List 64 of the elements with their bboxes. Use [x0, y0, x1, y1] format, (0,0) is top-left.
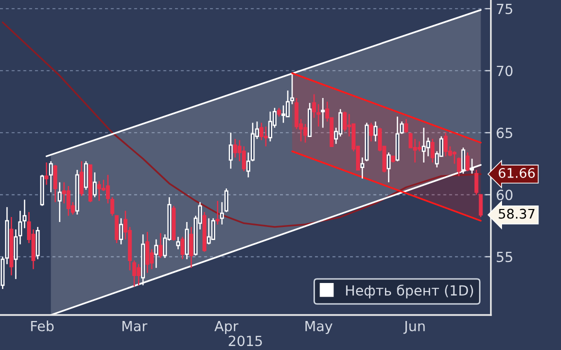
x-tick-label: Jun — [403, 320, 425, 334]
candlestick — [303, 123, 308, 144]
candlestick — [97, 180, 102, 202]
candlestick — [92, 172, 97, 198]
line-series — [2, 21, 482, 228]
candlestick — [286, 90, 290, 118]
candlestick — [189, 226, 194, 268]
candlestick — [242, 146, 246, 172]
candlestick — [84, 160, 88, 190]
candlestick — [58, 182, 62, 223]
candlestick — [316, 104, 320, 128]
candlestick — [338, 108, 342, 138]
candlestick — [136, 264, 141, 286]
candlestick — [233, 138, 238, 158]
candlestick — [281, 104, 286, 124]
candlestick — [211, 218, 216, 240]
x-axis-title: 2015 — [228, 336, 262, 346]
x-tick-label: May — [305, 320, 332, 334]
candlestick — [268, 110, 272, 142]
y-tick-label: 55 — [496, 252, 512, 262]
candlestick — [474, 169, 478, 196]
candlestick — [342, 110, 347, 132]
candlestick — [320, 97, 325, 128]
y-tick-label: 60 — [496, 190, 512, 200]
y-tick-label: 70 — [496, 66, 512, 76]
candlestick — [422, 127, 426, 164]
candlestick — [466, 152, 470, 172]
candlestick — [206, 218, 211, 245]
candlestick — [53, 164, 58, 203]
candlestick — [119, 218, 124, 245]
candlestick — [264, 126, 268, 147]
candlestick — [374, 120, 378, 142]
text: 58.37 — [498, 208, 534, 219]
candlestick — [158, 232, 162, 259]
candlestick — [312, 94, 316, 118]
y-tick-label: 75 — [496, 4, 512, 14]
candlestick — [478, 194, 483, 218]
candlestick — [145, 231, 150, 274]
candlestick — [44, 162, 48, 186]
candlestick — [444, 132, 448, 157]
candlestick — [369, 122, 374, 142]
candlestick — [48, 160, 53, 193]
candlestick — [417, 140, 422, 152]
x-tick-label: Apr — [214, 320, 238, 334]
candlestick — [456, 156, 461, 177]
candlestick — [386, 152, 391, 183]
candlestick — [216, 200, 220, 226]
candlestick — [154, 238, 158, 268]
candlestick — [404, 118, 408, 134]
candlestick — [430, 138, 434, 164]
candlestick — [360, 156, 364, 180]
candlestick — [408, 132, 413, 148]
candlestick — [220, 202, 224, 226]
candlestick — [176, 236, 180, 250]
candlestick — [224, 188, 228, 213]
candlestick — [228, 132, 233, 170]
y-tick-label: 65 — [496, 128, 512, 138]
legend-label: Нефть брент (1D) — [346, 284, 474, 298]
x-tick-label: Mar — [122, 320, 148, 332]
candlestick — [80, 160, 84, 197]
candlestick — [290, 74, 294, 105]
text: 61.66 — [498, 168, 535, 178]
x-tick-label: Feb — [31, 320, 54, 332]
candlestick — [180, 236, 184, 260]
